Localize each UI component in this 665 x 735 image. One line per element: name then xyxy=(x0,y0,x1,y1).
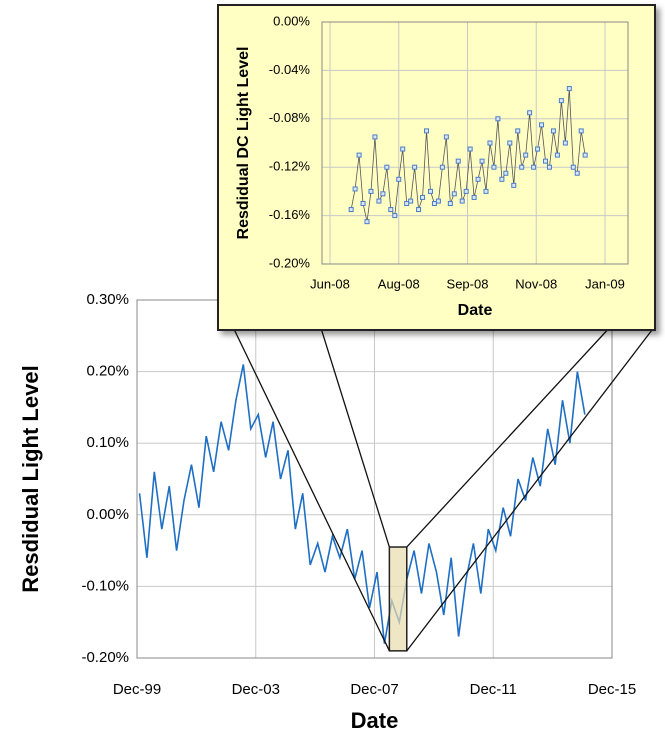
data-point xyxy=(503,170,509,176)
chart-0: -0.20% -0.10% 0.00% 0.10% 0.20% 0.30% Dec-99 De… xyxy=(18,291,653,733)
data-point xyxy=(483,188,489,194)
data-point xyxy=(376,198,382,204)
data-point xyxy=(424,128,430,134)
x-tick-label: Dec-07 xyxy=(350,681,398,698)
data-point xyxy=(416,207,422,213)
y-tick-label: -0.16% xyxy=(269,207,311,222)
x-tick-label: Nov-08 xyxy=(515,276,557,291)
data-point xyxy=(396,176,402,182)
chart-1: -0.20% -0.16% -0.12% -0.08% -0.04% 0.00% Jun-0… xyxy=(217,4,656,331)
data-point xyxy=(384,164,390,170)
data-point xyxy=(435,198,441,204)
zoom-box xyxy=(388,546,408,652)
data-point xyxy=(582,152,588,158)
data-point xyxy=(431,201,437,206)
connector-line xyxy=(231,324,390,652)
data-point xyxy=(392,213,398,219)
x-tick-label: Aug-08 xyxy=(378,276,420,291)
data-point xyxy=(356,152,362,158)
data-point xyxy=(459,198,465,204)
data-point xyxy=(475,176,481,182)
x-axis-title: Date xyxy=(458,302,493,319)
data-point xyxy=(380,191,386,197)
y-tick-label: 0.00% xyxy=(273,13,310,28)
data-point xyxy=(491,164,497,170)
data-point xyxy=(550,128,556,134)
data-point xyxy=(479,158,485,164)
data-point xyxy=(451,191,457,197)
data-point xyxy=(388,207,394,213)
y-tick-label: 0.10% xyxy=(86,434,129,451)
data-point xyxy=(495,116,501,122)
data-point xyxy=(364,219,370,225)
data-point xyxy=(558,98,564,104)
y-tick-label: -0.12% xyxy=(269,159,311,174)
data-point xyxy=(566,86,572,92)
series-line xyxy=(138,364,586,644)
x-tick-label: Jun-08 xyxy=(310,276,350,291)
data-point xyxy=(574,170,580,176)
x-tick-label: Dec-11 xyxy=(470,681,517,698)
plot-frame xyxy=(321,21,629,265)
data-point xyxy=(467,146,473,152)
connector-line xyxy=(319,324,390,548)
connector-line xyxy=(406,329,653,652)
data-point xyxy=(487,140,493,146)
data-point xyxy=(348,207,354,213)
data-point xyxy=(420,194,426,200)
data-point xyxy=(535,146,541,152)
data-point xyxy=(519,164,525,170)
data-point xyxy=(408,198,414,204)
data-point xyxy=(400,146,406,152)
data-point xyxy=(427,188,433,194)
data-point xyxy=(578,128,584,134)
data-point xyxy=(539,122,545,128)
y-tick-label: -0.10% xyxy=(81,577,129,594)
y-tick-label: -0.20% xyxy=(269,255,311,270)
data-point xyxy=(471,194,477,200)
data-point xyxy=(412,164,418,170)
data-point xyxy=(507,140,513,146)
data-point xyxy=(443,134,449,140)
x-tick-label: Dec-99 xyxy=(113,681,161,698)
data-point xyxy=(570,164,576,170)
y-axis-title: Resdidual Light Level xyxy=(18,365,43,592)
y-tick-label: 0.00% xyxy=(86,506,129,523)
y-tick-label: -0.04% xyxy=(269,62,311,77)
y-axis-title: Resdidual DC Light Level xyxy=(235,47,252,240)
data-point xyxy=(368,188,374,194)
data-point xyxy=(562,140,568,146)
data-point xyxy=(531,164,537,170)
data-point xyxy=(511,182,517,188)
data-point xyxy=(447,201,453,206)
y-tick-label: 0.30% xyxy=(86,291,129,308)
data-point xyxy=(372,134,378,140)
data-point xyxy=(527,110,533,116)
data-point xyxy=(515,128,521,134)
data-point xyxy=(404,201,410,206)
data-point xyxy=(352,186,358,192)
connector-line xyxy=(406,324,613,548)
data-point xyxy=(499,176,505,182)
x-tick-label: Sep-08 xyxy=(447,276,489,291)
y-tick-label: -0.20% xyxy=(81,649,129,666)
data-point xyxy=(546,164,552,170)
x-axis-title: Date xyxy=(351,708,399,733)
data-point xyxy=(455,158,461,164)
data-point xyxy=(523,152,529,158)
data-point xyxy=(543,158,549,164)
y-tick-label: 0.20% xyxy=(86,363,129,380)
data-point xyxy=(463,188,469,194)
data-point xyxy=(554,152,560,158)
y-tick-label: -0.08% xyxy=(269,110,311,125)
data-point xyxy=(439,164,445,170)
x-tick-label: Dec-15 xyxy=(588,681,636,698)
data-point xyxy=(360,201,366,206)
x-tick-label: Dec-03 xyxy=(232,681,280,698)
x-tick-label: Jan-09 xyxy=(585,276,625,291)
